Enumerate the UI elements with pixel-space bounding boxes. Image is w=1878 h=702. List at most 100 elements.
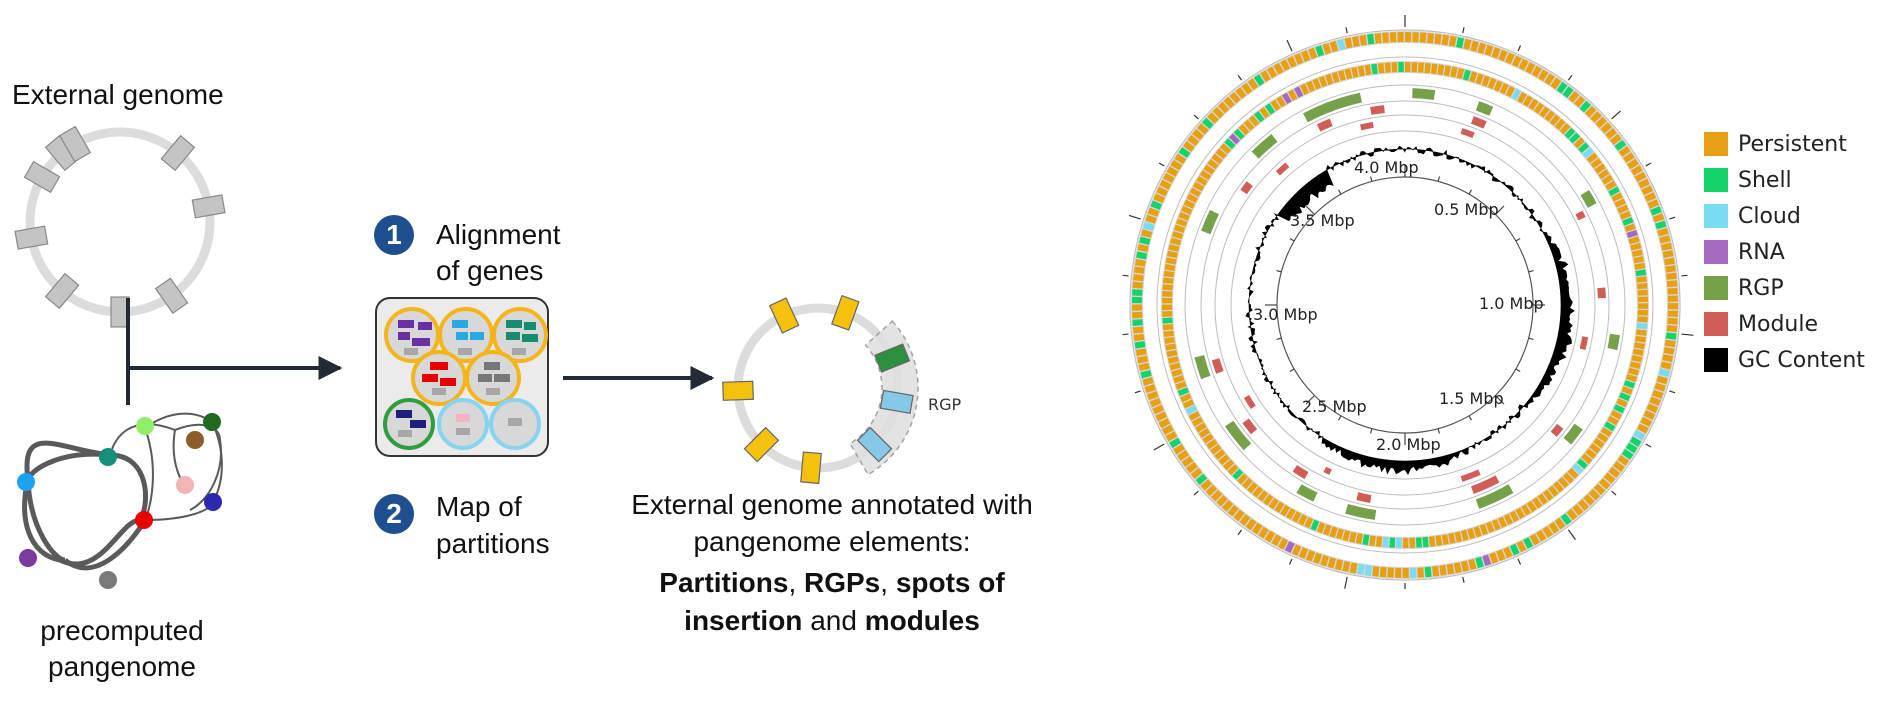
map-tick bbox=[1369, 176, 1373, 182]
genome-feature bbox=[1435, 535, 1443, 546]
genome-feature bbox=[1134, 341, 1146, 349]
genome-feature bbox=[1188, 411, 1201, 421]
genome-feature bbox=[1629, 361, 1641, 370]
genome-feature bbox=[1364, 565, 1373, 576]
genome-feature bbox=[1503, 546, 1513, 559]
genome-feature bbox=[1247, 78, 1259, 91]
genome-feature bbox=[1300, 50, 1311, 62]
genome-feature bbox=[1243, 119, 1255, 131]
genome-feature bbox=[1556, 81, 1568, 94]
genome-feature bbox=[1229, 91, 1241, 104]
map-tick bbox=[1289, 368, 1295, 373]
genome-feature bbox=[1475, 73, 1484, 85]
genome-feature bbox=[1212, 106, 1224, 119]
annotated-gene-block bbox=[800, 451, 822, 485]
genome-feature bbox=[1550, 423, 1564, 437]
genome-feature bbox=[1482, 554, 1492, 566]
outer-tick bbox=[1517, 558, 1522, 565]
genome-feature bbox=[1650, 206, 1662, 216]
genome-feature bbox=[1443, 65, 1451, 77]
genome-feature bbox=[1586, 152, 1598, 164]
outer-tick bbox=[1669, 390, 1676, 394]
step1-line1: Alignment bbox=[436, 219, 561, 250]
genome-feature bbox=[1548, 485, 1559, 497]
gc-content-track bbox=[1245, 145, 1575, 476]
genome-feature bbox=[1536, 529, 1547, 542]
genome-feature bbox=[1166, 250, 1178, 259]
genome-feature bbox=[1134, 259, 1146, 267]
genome-feature bbox=[1469, 71, 1478, 83]
annotated-line4: insertion and modules bbox=[600, 604, 1064, 638]
legend-item-rna: RNA bbox=[1704, 239, 1785, 265]
genome-feature bbox=[1569, 132, 1581, 144]
genome-feature bbox=[1242, 418, 1258, 435]
genome-feature bbox=[1521, 504, 1531, 516]
genome-feature bbox=[1475, 484, 1514, 509]
genome-feature bbox=[1300, 83, 1310, 95]
genome-feature bbox=[1456, 68, 1465, 80]
genome-feature bbox=[1329, 40, 1339, 53]
legend-swatch-shell bbox=[1704, 168, 1728, 192]
genome-feature bbox=[1245, 518, 1257, 531]
genome-feature bbox=[1633, 256, 1645, 264]
genome-feature bbox=[1496, 549, 1506, 562]
genome-feature bbox=[1572, 504, 1584, 516]
genome-feature bbox=[1609, 133, 1622, 145]
map-tick bbox=[1437, 176, 1441, 182]
genome-feature bbox=[1171, 231, 1184, 240]
genome-feature bbox=[1140, 369, 1152, 379]
genome-feature bbox=[1133, 266, 1145, 274]
step2-line2: partitions bbox=[436, 528, 550, 559]
genome-feature bbox=[1218, 454, 1230, 466]
genome-feature bbox=[1377, 62, 1385, 74]
map-tick bbox=[1495, 395, 1505, 405]
genome-feature bbox=[1280, 59, 1291, 72]
genome-feature bbox=[1364, 64, 1372, 76]
map-tick bbox=[1468, 189, 1473, 195]
genome-feature bbox=[1479, 523, 1489, 536]
genome-feature bbox=[1528, 98, 1539, 111]
gene-block bbox=[23, 160, 61, 194]
map-tick bbox=[1276, 269, 1282, 273]
genome-feature bbox=[1233, 509, 1245, 522]
outer-tick bbox=[1611, 490, 1617, 496]
genome-feature bbox=[1568, 91, 1580, 103]
outer-tick bbox=[1567, 74, 1573, 81]
genome-feature bbox=[1636, 329, 1647, 336]
genome-feature bbox=[1636, 423, 1649, 434]
precomputed-label-line1: precomputed bbox=[40, 615, 204, 646]
genome-feature bbox=[1136, 251, 1148, 260]
genome-feature bbox=[1342, 560, 1351, 573]
genome-feature bbox=[1666, 272, 1677, 280]
genome-feature bbox=[1663, 347, 1675, 355]
gene-block bbox=[154, 277, 189, 315]
genome-feature bbox=[1589, 443, 1601, 454]
outer-tick bbox=[1153, 443, 1165, 451]
genome-feature bbox=[1203, 164, 1215, 175]
genome-feature bbox=[1491, 47, 1501, 59]
genome-feature bbox=[1199, 170, 1212, 181]
genome-feature bbox=[1424, 566, 1432, 578]
genome-feature bbox=[1270, 99, 1281, 111]
genome-feature bbox=[1611, 192, 1623, 202]
genome-feature bbox=[1613, 461, 1625, 472]
genome-feature bbox=[1475, 101, 1494, 116]
genome-feature bbox=[1603, 472, 1616, 484]
genome-feature bbox=[1175, 381, 1187, 390]
genome-feature bbox=[1621, 449, 1634, 460]
genome-feature bbox=[1614, 139, 1627, 151]
legend-item-shell: Shell bbox=[1704, 167, 1792, 193]
genome-feature bbox=[1238, 124, 1250, 136]
genome-feature bbox=[1161, 424, 1174, 435]
genome-feature bbox=[1623, 380, 1636, 389]
genome-feature bbox=[1223, 459, 1235, 471]
genome-feature bbox=[1207, 112, 1219, 124]
genome-feature bbox=[1489, 552, 1499, 564]
genome-feature bbox=[1657, 227, 1669, 237]
genome-feature bbox=[1448, 532, 1456, 544]
genome-feature bbox=[1318, 75, 1328, 88]
genome-feature bbox=[1539, 106, 1550, 118]
genome-feature bbox=[1563, 472, 1574, 484]
genome-feature bbox=[1312, 78, 1322, 90]
genome-feature bbox=[1145, 214, 1157, 224]
